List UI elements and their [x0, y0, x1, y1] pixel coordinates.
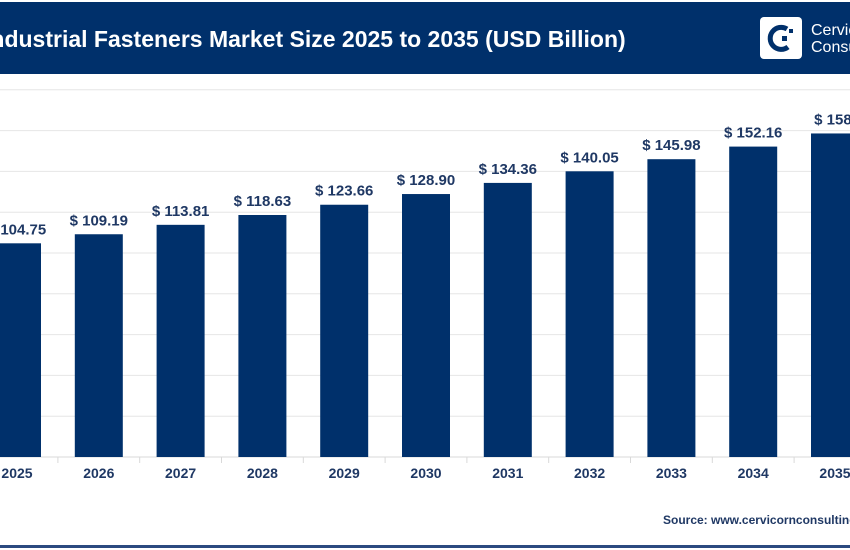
- data-label: $ 140.05: [560, 149, 618, 166]
- data-label: $ 123.66: [315, 183, 373, 200]
- x-tick-label: 2030: [410, 465, 441, 481]
- x-tick-label: 2035: [819, 465, 850, 481]
- bar-2027: [156, 224, 205, 457]
- data-label: $ 109.19: [70, 212, 128, 229]
- bar-2028: [238, 214, 287, 457]
- x-tick-label: 2032: [574, 465, 605, 481]
- data-label: $ 118.63: [234, 193, 292, 210]
- header-banner: Industrial Fasteners Market Size 2025 to…: [0, 2, 850, 74]
- bar-2035: [811, 133, 850, 457]
- x-tick-label: 2029: [329, 465, 360, 481]
- data-label: $ 158.: [814, 111, 850, 128]
- bar-chart: $ 104.75 2025 $ 109.19 2026 $ 113.81 2027 $ 11…: [0, 89, 850, 481]
- logo-text: Cervicorn Consulting: [811, 22, 850, 56]
- chart-title: Industrial Fasteners Market Size 2025 to…: [0, 26, 626, 52]
- bar-2026: [74, 234, 123, 457]
- bar-2034: [729, 146, 778, 457]
- x-tick-label: 2033: [656, 465, 687, 481]
- bottom-divider: [0, 545, 850, 548]
- x-tick-label: 2026: [83, 465, 114, 481]
- data-label: $ 104.75: [0, 221, 46, 238]
- bar-2030: [402, 194, 450, 457]
- data-label: $ 152.16: [724, 125, 782, 142]
- bar-2025: [0, 243, 41, 457]
- bar-2031: [483, 182, 532, 458]
- x-tick-label: 2028: [247, 465, 278, 481]
- data-label: $ 113.81: [152, 203, 210, 220]
- x-tick-label: 2027: [165, 465, 196, 481]
- x-tick-label: 2025: [1, 465, 32, 481]
- data-label: $ 128.90: [397, 172, 455, 189]
- x-tick-label: 2034: [738, 465, 769, 481]
- bar-2033: [647, 159, 696, 457]
- data-label: $ 145.98: [642, 137, 700, 154]
- logo-line2: Consulting: [811, 39, 850, 56]
- bar-2029: [320, 204, 369, 457]
- x-tick-label: 2031: [492, 465, 523, 481]
- bar-2032: [565, 171, 614, 457]
- logo-icon: [760, 17, 802, 59]
- logo-line1: Cervicorn: [811, 22, 850, 39]
- source-note: Source: www.cervicornconsulting.com: [663, 513, 850, 527]
- data-label: $ 134.36: [479, 161, 537, 178]
